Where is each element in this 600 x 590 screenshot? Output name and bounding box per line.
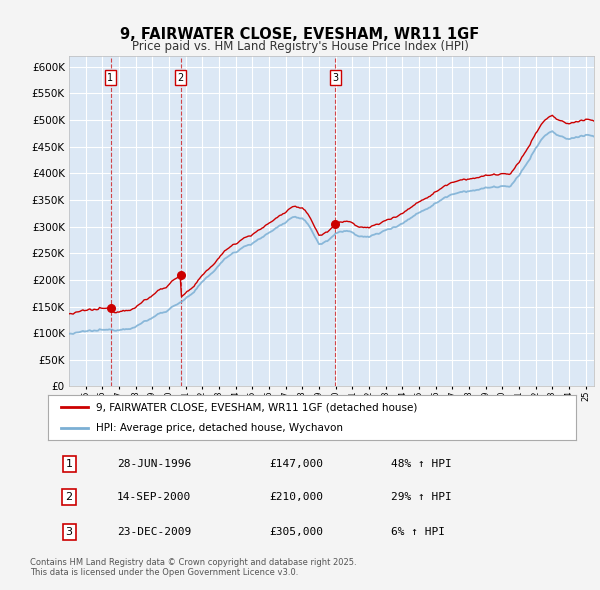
Text: 9, FAIRWATER CLOSE, EVESHAM, WR11 1GF: 9, FAIRWATER CLOSE, EVESHAM, WR11 1GF xyxy=(121,27,479,41)
Text: 23-DEC-2009: 23-DEC-2009 xyxy=(116,527,191,537)
Text: £305,000: £305,000 xyxy=(270,527,324,537)
Text: 14-SEP-2000: 14-SEP-2000 xyxy=(116,492,191,502)
Text: 2: 2 xyxy=(178,73,184,83)
Text: 2: 2 xyxy=(65,492,73,502)
Text: 29% ↑ HPI: 29% ↑ HPI xyxy=(391,492,452,502)
Text: 3: 3 xyxy=(332,73,338,83)
Text: This data is licensed under the Open Government Licence v3.0.: This data is licensed under the Open Gov… xyxy=(30,568,298,576)
Text: Contains HM Land Registry data © Crown copyright and database right 2025.: Contains HM Land Registry data © Crown c… xyxy=(30,558,356,566)
Text: Price paid vs. HM Land Registry's House Price Index (HPI): Price paid vs. HM Land Registry's House … xyxy=(131,40,469,53)
Text: 9, FAIRWATER CLOSE, EVESHAM, WR11 1GF (detached house): 9, FAIRWATER CLOSE, EVESHAM, WR11 1GF (d… xyxy=(95,402,417,412)
Text: HPI: Average price, detached house, Wychavon: HPI: Average price, detached house, Wych… xyxy=(95,422,343,432)
Text: £210,000: £210,000 xyxy=(270,492,324,502)
Text: 1: 1 xyxy=(65,460,73,469)
Text: £147,000: £147,000 xyxy=(270,460,324,469)
Text: 28-JUN-1996: 28-JUN-1996 xyxy=(116,460,191,469)
Text: 3: 3 xyxy=(65,527,73,537)
Text: 1: 1 xyxy=(107,73,113,83)
Text: 48% ↑ HPI: 48% ↑ HPI xyxy=(391,460,452,469)
Text: 6% ↑ HPI: 6% ↑ HPI xyxy=(391,527,445,537)
